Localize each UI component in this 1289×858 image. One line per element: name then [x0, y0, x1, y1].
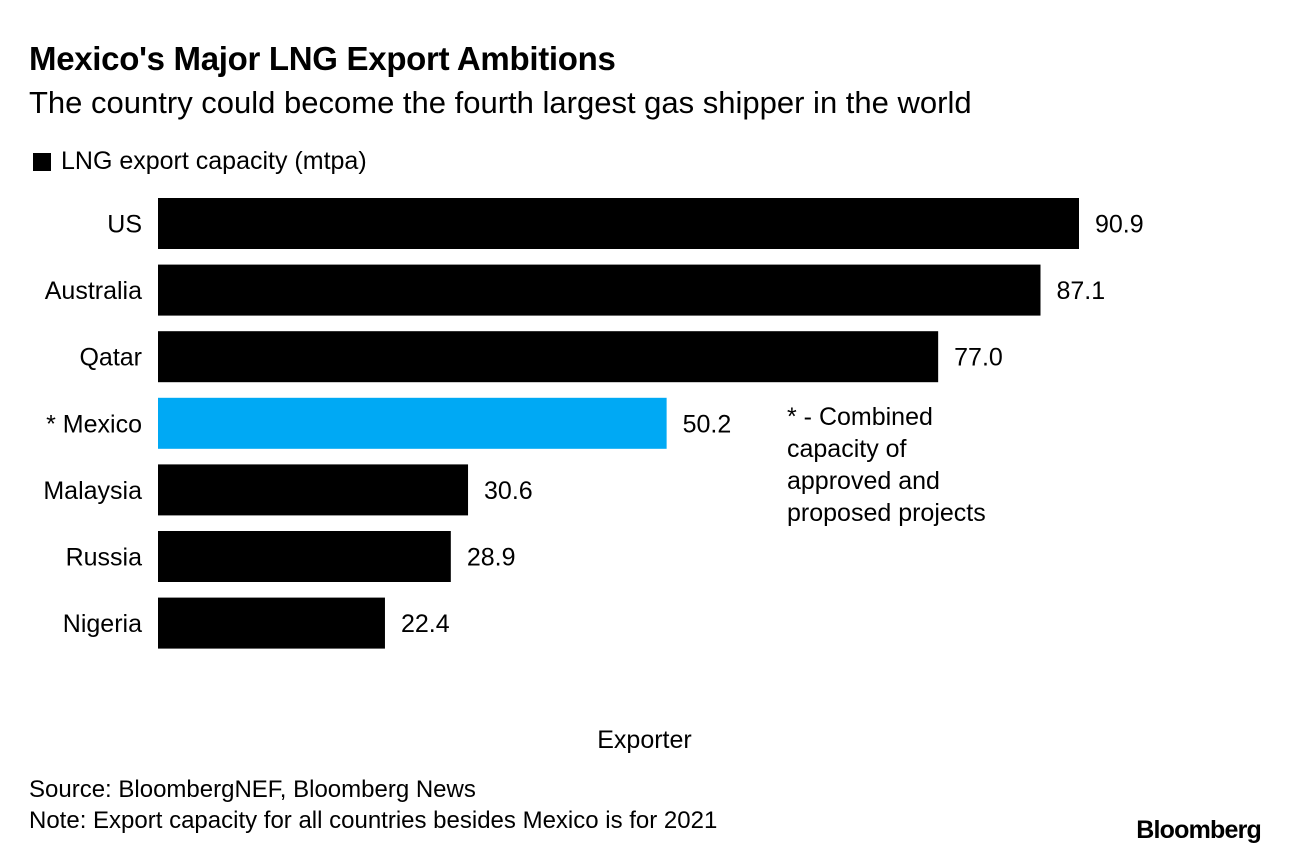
bar [158, 531, 451, 582]
value-label: 22.4 [401, 610, 450, 638]
bar [158, 464, 469, 516]
x-axis-label: Exporter [597, 726, 692, 754]
chart-annotation: * - Combined capacity of approved and pr… [787, 403, 986, 527]
category-label: US [107, 211, 142, 239]
bar [158, 597, 385, 649]
legend-swatch [33, 152, 51, 171]
footnote: Note: Export capacity for all countries … [29, 807, 718, 834]
chart-subtitle: The country could become the fourth larg… [29, 85, 972, 120]
bar [158, 331, 939, 383]
source-note: Source: BloombergNEF, Bloomberg News [29, 776, 476, 803]
value-label: 30.6 [484, 477, 533, 505]
bar [158, 397, 667, 449]
category-label: Qatar [79, 344, 142, 372]
value-label: 87.1 [1056, 277, 1105, 305]
category-label: Malaysia [43, 477, 142, 505]
legend-label: LNG export capacity (mtpa) [61, 147, 367, 175]
value-label: 28.9 [467, 544, 516, 572]
bar [158, 264, 1041, 316]
value-label: 77.0 [954, 344, 1003, 372]
value-label: 90.9 [1095, 211, 1144, 239]
chart-legend: LNG export capacity (mtpa) [33, 147, 367, 176]
bar [158, 198, 1079, 249]
chart-title: Mexico's Major LNG Export Ambitions [29, 40, 616, 77]
category-label: Australia [45, 277, 142, 305]
chart-footer: Source: BloombergNEF, Bloomberg News Not… [29, 774, 717, 836]
category-label: Nigeria [63, 610, 142, 638]
bloomberg-logo: Bloomberg [1136, 816, 1262, 844]
category-label: Russia [66, 544, 143, 572]
category-label: * Mexico [46, 410, 142, 438]
value-label: 50.2 [683, 410, 732, 438]
